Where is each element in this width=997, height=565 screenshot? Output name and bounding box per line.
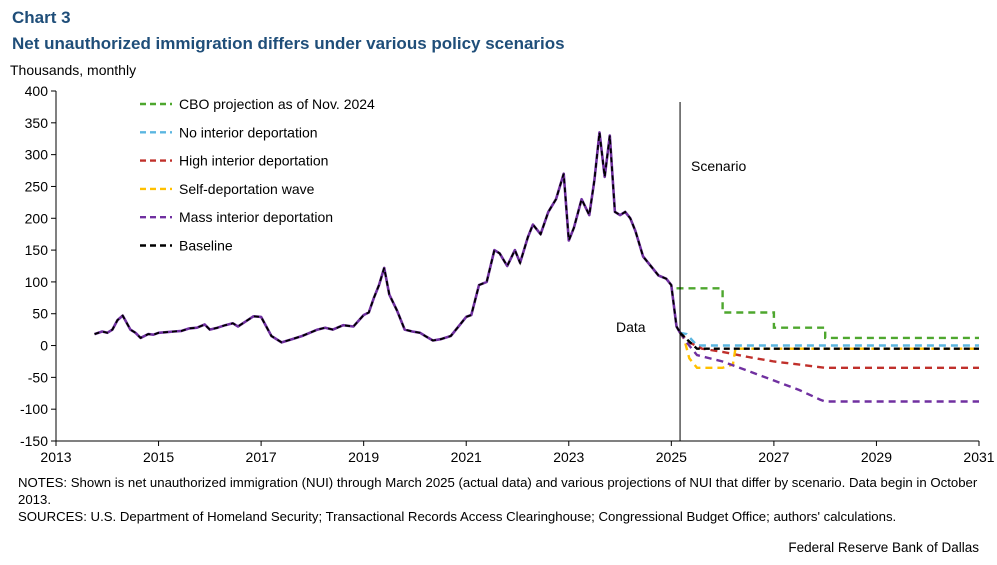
- x-tick-label: 2015: [143, 449, 174, 465]
- x-tick-label: 2025: [656, 449, 687, 465]
- scenario-label: Scenario: [691, 158, 746, 174]
- series-line-baseline: [679, 331, 979, 350]
- y-tick-label: 300: [25, 147, 49, 163]
- sources-text: SOURCES: U.S. Department of Homeland Sec…: [18, 509, 897, 524]
- credit-label: Federal Reserve Bank of Dallas: [788, 540, 979, 555]
- y-tick-label: 50: [32, 306, 48, 322]
- series-line-self-deportation-wave: [679, 332, 979, 369]
- y-tick-label: -100: [20, 401, 48, 417]
- y-tick-label: 350: [25, 115, 49, 131]
- series-line-no-interior-deportation: [679, 331, 979, 347]
- legend-label-cbo-projection-as-of-nov-2024: CBO projection as of Nov. 2024: [179, 96, 375, 112]
- chart-title: Net unauthorized immigration differs und…: [12, 34, 565, 53]
- y-tick-label: 150: [25, 242, 49, 258]
- x-tick-label: 2031: [963, 449, 994, 465]
- legend-label-no-interior-deportation: No interior deportation: [179, 124, 318, 140]
- y-axis-units: Thousands, monthly: [10, 62, 137, 78]
- legend-label-baseline: Baseline: [179, 238, 233, 254]
- x-tick-label: 2013: [40, 449, 71, 465]
- legend-label-self-deportation-wave: Self-deportation wave: [179, 181, 315, 197]
- notes-block: NOTES: Shown is net unauthorized immigra…: [18, 474, 978, 525]
- historical-baseline-overlay: [94, 132, 681, 344]
- x-tick-label: 2021: [451, 449, 482, 465]
- data-label: Data: [616, 319, 646, 335]
- x-tick-label: 2023: [553, 449, 584, 465]
- y-tick-label: 250: [25, 178, 49, 194]
- y-tick-label: 200: [25, 210, 49, 226]
- y-tick-label: 400: [25, 83, 49, 99]
- x-tick-label: 2019: [348, 449, 379, 465]
- y-tick-label: -150: [20, 433, 48, 449]
- y-tick-label: 0: [40, 338, 48, 354]
- y-tick-label: -50: [28, 369, 48, 385]
- x-tick-label: 2027: [758, 449, 789, 465]
- notes-text: NOTES: Shown is net unauthorized immigra…: [18, 475, 978, 507]
- series-line-cbo-projection-as-of-nov-2024: [676, 287, 979, 340]
- chart-number: Chart 3: [12, 8, 71, 27]
- x-tick-label: 2017: [246, 449, 277, 465]
- legend-label-mass-interior-deportation: Mass interior deportation: [179, 209, 333, 225]
- series-line-mass-interior-deportation: [679, 332, 979, 403]
- series-line-high-interior-deportation: [679, 331, 979, 369]
- x-tick-label: 2029: [861, 449, 892, 465]
- legend-label-high-interior-deportation: High interior deportation: [179, 153, 328, 169]
- y-tick-label: 100: [25, 274, 49, 290]
